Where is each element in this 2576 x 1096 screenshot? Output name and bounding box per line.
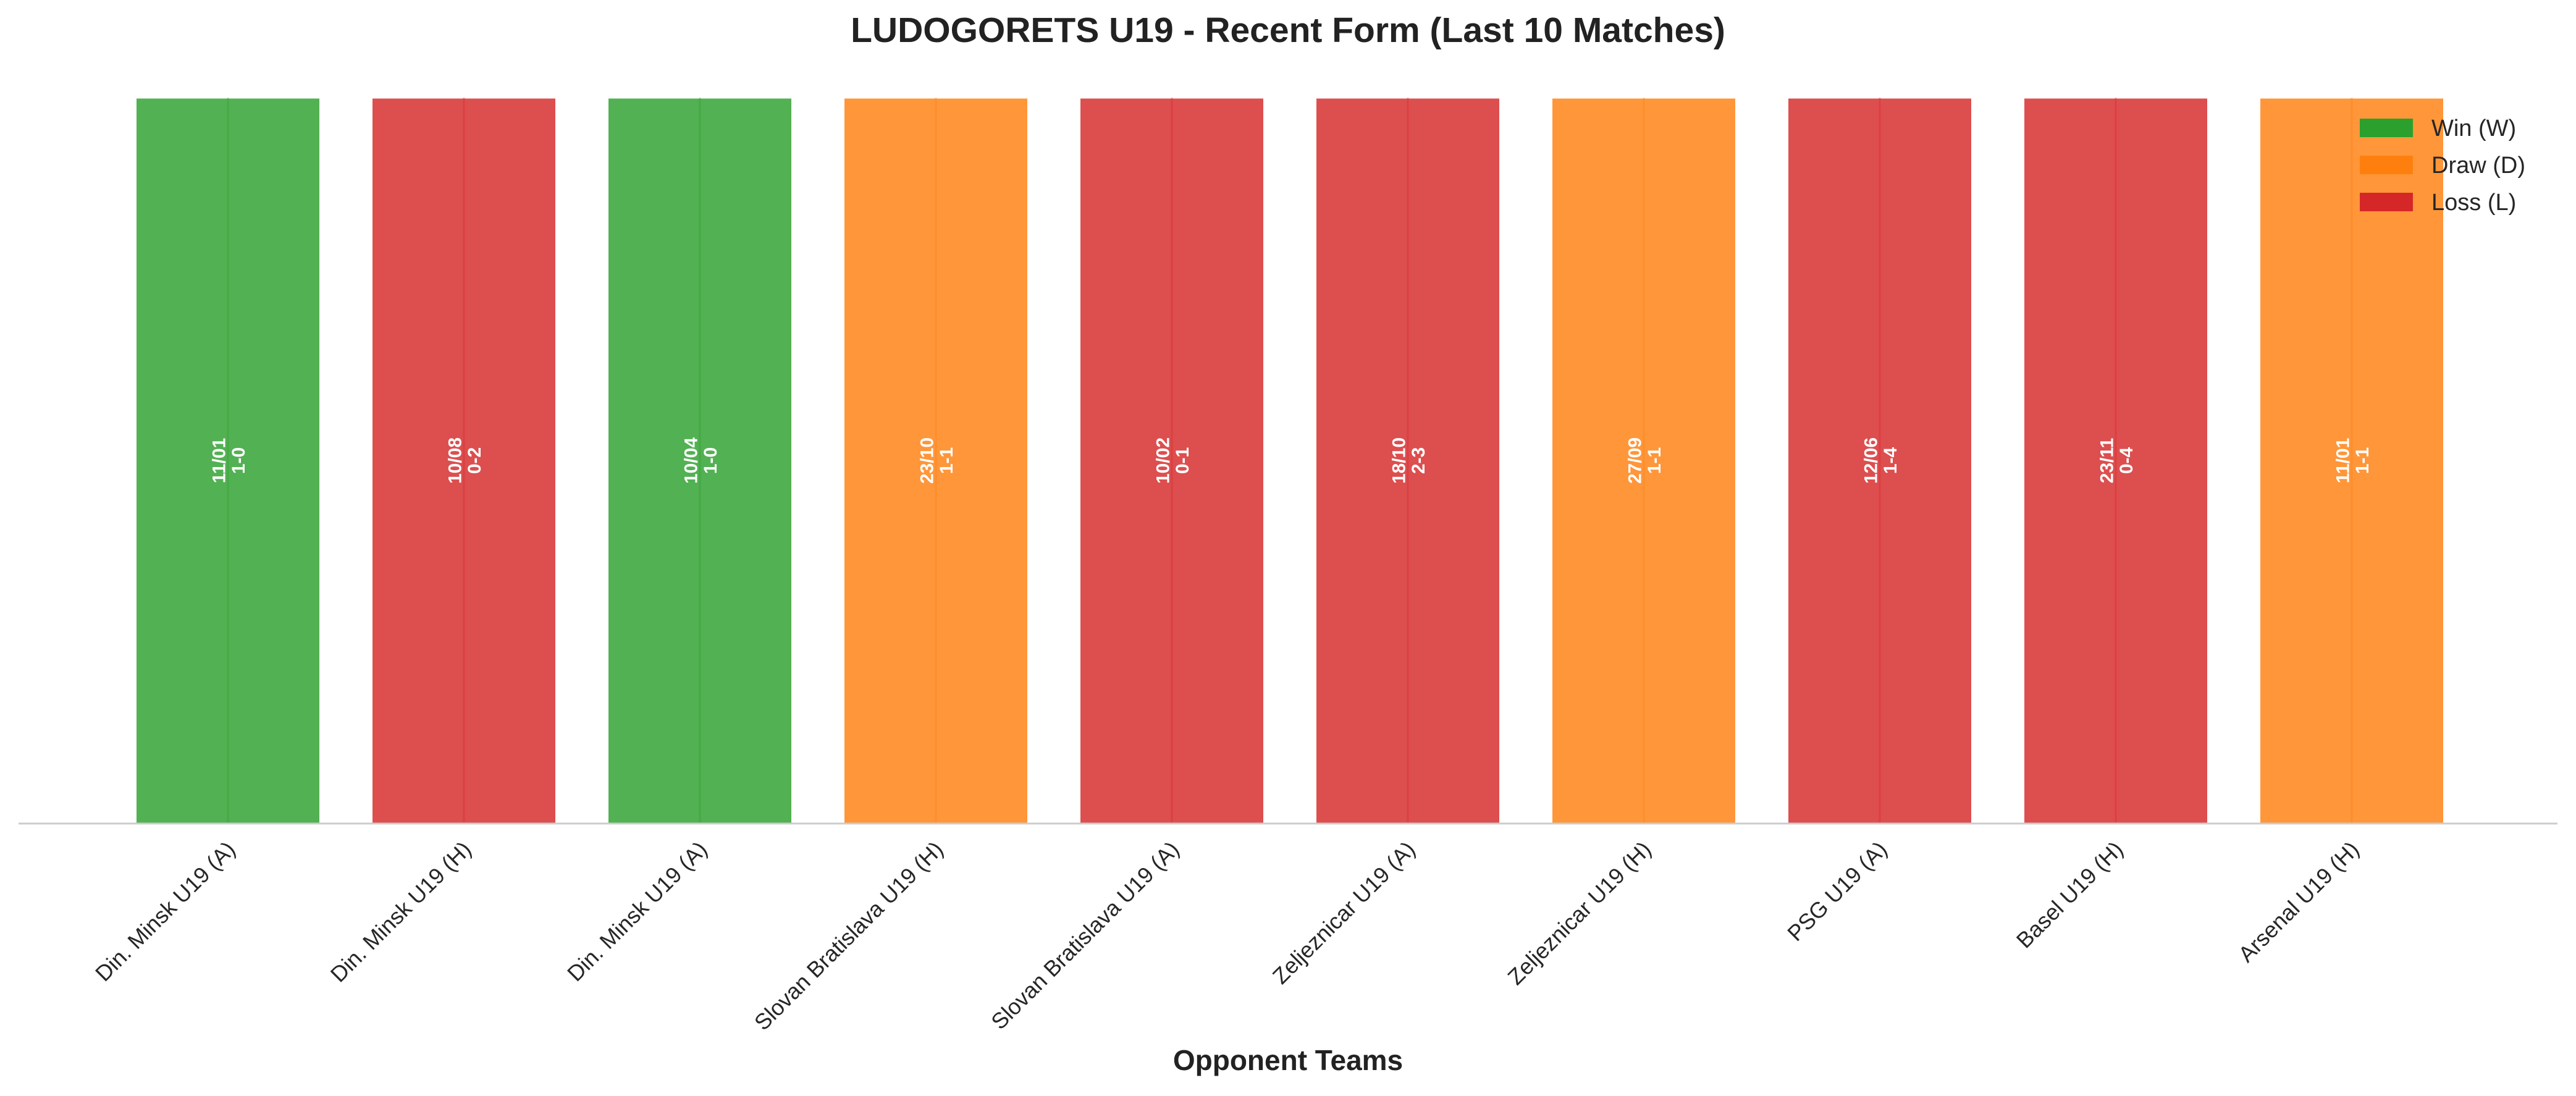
- x-tick-label: Basel U19 (H): [2011, 837, 2128, 953]
- bar: [1079, 96, 1265, 825]
- bar: [843, 96, 1029, 825]
- x-tick-labels: Din. Minsk U19 (A) Din. Minsk U19 (H) Din.…: [90, 837, 2364, 1035]
- legend-label: Loss (L): [2431, 190, 2516, 216]
- x-tick-label: Din. Minsk U19 (H): [326, 837, 476, 987]
- x-tick-label: Arsenal U19 (H): [2233, 837, 2363, 967]
- bar-label: 10/020-1: [1153, 437, 1193, 484]
- bar-label-date: 12/06: [1861, 437, 1882, 484]
- bar-label: 10/080-2: [445, 437, 486, 484]
- chart-title: LUDOGORETS U19 - Recent Form (Last 10 Ma…: [851, 11, 1725, 50]
- bar-label: 11/011-0: [209, 438, 250, 483]
- bar: [2258, 96, 2445, 825]
- bar-group: 10/041-0: [607, 96, 793, 825]
- bar-label-score: 2-3: [1408, 447, 1429, 474]
- legend-item: Win (W): [2360, 116, 2516, 141]
- bar-label-score: 0-1: [1172, 447, 1193, 474]
- x-tick-label: PSG U19 (A): [1782, 837, 1892, 946]
- bar-label: 12/061-4: [1861, 437, 1901, 484]
- bar-label-date: 23/11: [2097, 438, 2118, 483]
- bar-label-score: 1-0: [229, 447, 249, 474]
- bar-label: 27/091-1: [1625, 437, 1665, 484]
- bar-label-score: 0-4: [2116, 447, 2137, 474]
- bar-label: 18/102-3: [1389, 437, 1429, 484]
- bar-label: 11/011-1: [2333, 438, 2373, 483]
- legend-swatch: [2360, 193, 2413, 211]
- bar-group: 10/080-2: [371, 96, 557, 825]
- legend-swatch: [2360, 119, 2413, 137]
- bar-label-score: 1-1: [2352, 447, 2373, 474]
- legend-item: Draw (D): [2360, 153, 2525, 179]
- x-tick-label: Zeljeznicar U19 (A): [1268, 837, 1420, 989]
- x-tick-label: Slovan Bratislava U19 (A): [986, 837, 1184, 1034]
- bars-group: 11/011-0 10/080-2 10/041-0 23/101-1 10/020-1…: [135, 96, 2445, 825]
- bar: [135, 96, 321, 825]
- x-tick-label: Din. Minsk U19 (A): [90, 837, 240, 987]
- bar-label-date: 23/10: [917, 437, 938, 484]
- x-tick-label: Zeljeznicar U19 (H): [1502, 837, 1656, 990]
- legend: Win (W) Draw (D) Loss (L): [2360, 116, 2525, 216]
- x-axis-label: Opponent Teams: [1173, 1044, 1403, 1076]
- bar-label-score: 1-1: [1644, 447, 1665, 474]
- bar: [607, 96, 793, 825]
- bar-label-date: 11/01: [209, 438, 230, 483]
- bar-label-date: 11/01: [2333, 438, 2354, 483]
- bar-label: 23/101-1: [917, 437, 958, 484]
- bar-label-date: 18/10: [1389, 437, 1410, 484]
- bar-label-score: 1-1: [937, 447, 957, 474]
- bar-label-score: 1-0: [701, 447, 721, 474]
- x-tick-label: Din. Minsk U19 (A): [562, 837, 712, 987]
- bar-label-score: 0-2: [465, 447, 485, 474]
- bar: [1315, 96, 1501, 825]
- x-tick-label: Slovan Bratislava U19 (H): [749, 837, 948, 1035]
- bar-group: 23/101-1: [843, 96, 1029, 825]
- legend-swatch: [2360, 156, 2413, 174]
- bar-label: 23/110-4: [2097, 438, 2137, 483]
- bar-label-date: 27/09: [1625, 437, 1646, 484]
- bar-group: 11/011-0: [135, 96, 321, 825]
- legend-item: Loss (L): [2360, 190, 2516, 216]
- bar-group: 18/102-3: [1315, 96, 1501, 825]
- bar-label-date: 10/08: [445, 437, 466, 484]
- bar-label-score: 1-4: [1880, 447, 1901, 474]
- bar-label-date: 10/04: [681, 437, 702, 484]
- bar-label-date: 10/02: [1153, 437, 1174, 484]
- legend-label: Win (W): [2431, 116, 2516, 141]
- bar-group: 27/091-1: [1551, 96, 1737, 825]
- bar-group: 11/011-1: [2258, 96, 2445, 825]
- bar: [371, 96, 557, 825]
- bar-group: 10/020-1: [1079, 96, 1265, 825]
- legend-label: Draw (D): [2431, 153, 2525, 179]
- bar-label: 10/041-0: [681, 437, 722, 484]
- bar-group: 23/110-4: [2022, 96, 2209, 825]
- bar: [1551, 96, 1737, 825]
- bar-group: 12/061-4: [1787, 96, 1973, 825]
